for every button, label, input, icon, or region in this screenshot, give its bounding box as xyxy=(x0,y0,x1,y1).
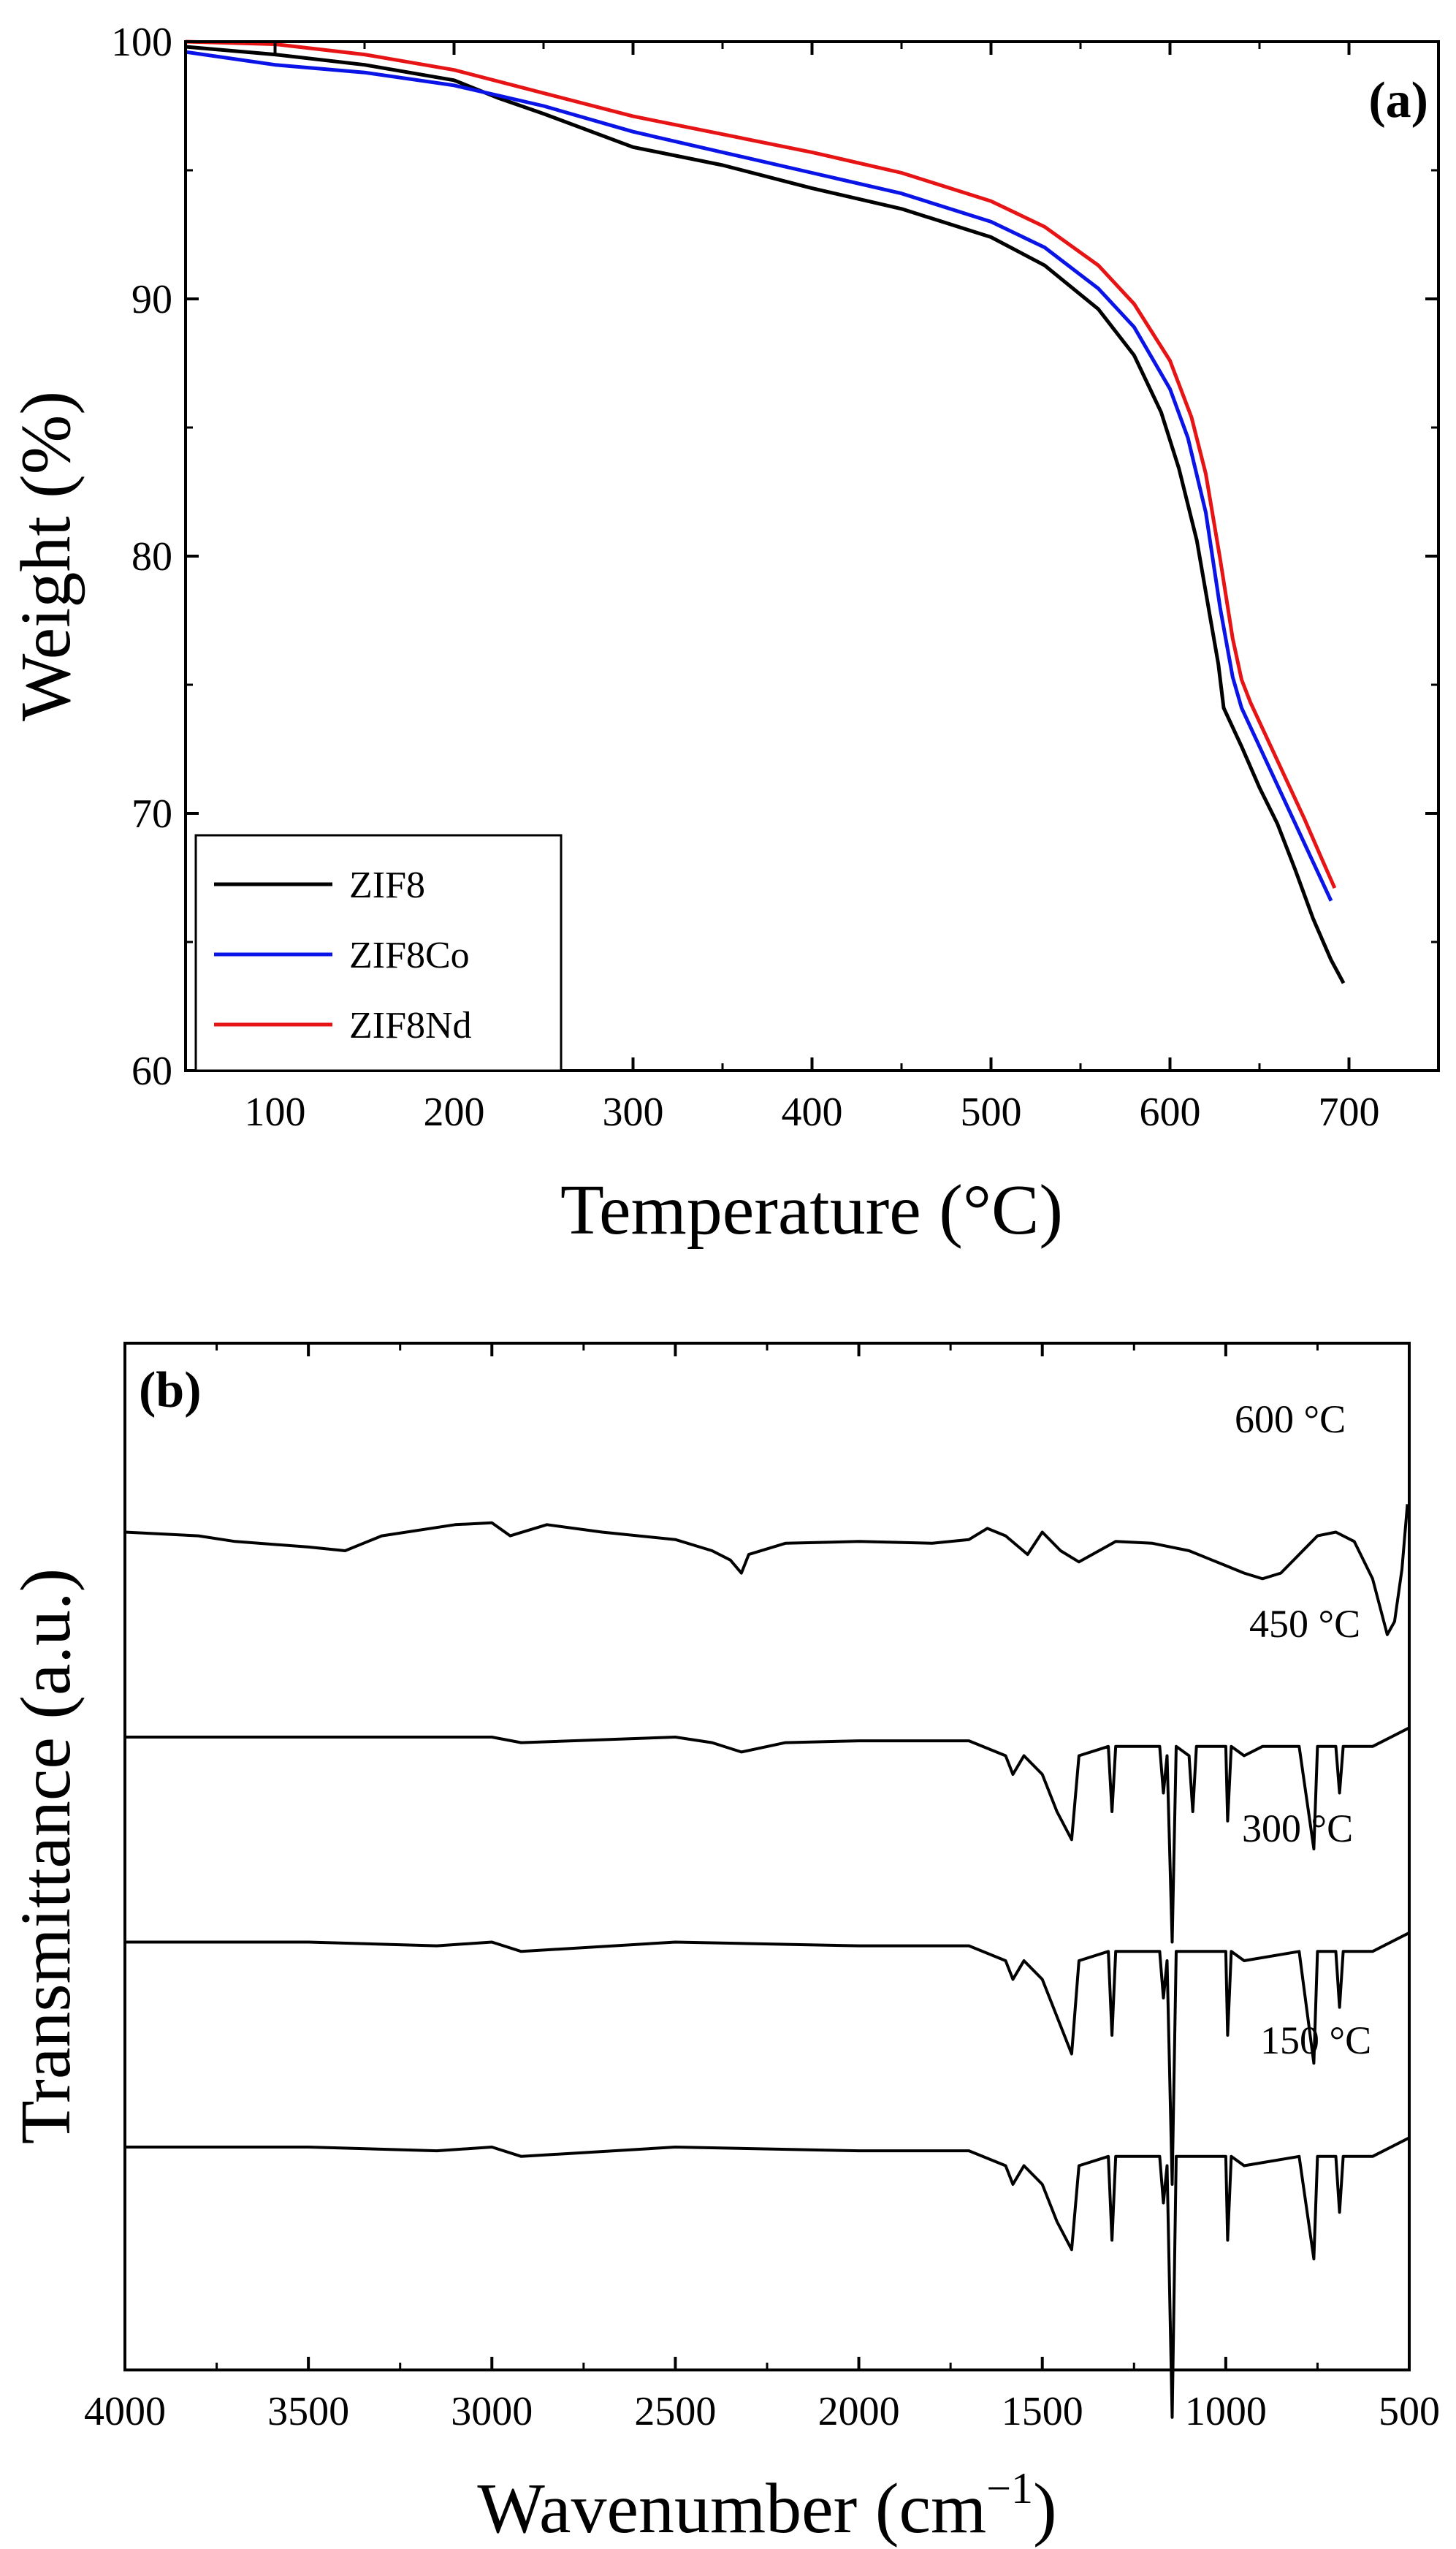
x-tick-label: 300 xyxy=(603,1090,664,1135)
curve-label-150: 150 °C xyxy=(1260,2018,1371,2062)
panel-b-series-group xyxy=(124,1504,1410,2419)
panel-a-legend: ZIF8 ZIF8Co ZIF8Nd xyxy=(194,834,563,1072)
x-tick-label: 3500 xyxy=(267,2389,349,2434)
legend-label-zif8: ZIF8 xyxy=(349,865,425,906)
series-line-zif8nd xyxy=(185,39,1337,889)
y-tick-label: 90 xyxy=(132,277,172,322)
panel-b-ftir: 4000 3500 3000 2500 2000 1500 1000 500 (b) 600 … xyxy=(7,1342,1440,2548)
panel-a-label: (a) xyxy=(1368,72,1428,129)
x-tick-label: 500 xyxy=(1379,2389,1440,2434)
panel-b-y-axis-title: Transmittance (a.u.) xyxy=(7,1568,85,2144)
legend-label-zif8nd: ZIF8Nd xyxy=(349,1005,472,1046)
curve-label-600: 600 °C xyxy=(1235,1397,1346,1441)
x-tick-label: 700 xyxy=(1319,1090,1380,1135)
x-tick-label: 2000 xyxy=(818,2389,900,2434)
y-tick-label: 100 xyxy=(111,20,172,65)
curve-label-300: 300 °C xyxy=(1242,1807,1353,1850)
x-tick-label: 500 xyxy=(961,1090,1022,1135)
panel-a-x-axis-title: Temperature (°C) xyxy=(560,1171,1063,1250)
panel-a-series-group xyxy=(185,39,1346,984)
x-tick-label: 3000 xyxy=(451,2389,533,2434)
x-tick-label: 200 xyxy=(424,1090,485,1135)
curve-label-450: 450 °C xyxy=(1249,1602,1360,1646)
legend-label-zif8co: ZIF8Co xyxy=(349,935,470,976)
panel-b-ticks: 4000 3500 3000 2500 2000 1500 1000 500 xyxy=(84,1343,1440,2434)
spectrum-300-c xyxy=(125,1931,1410,2186)
x-tick-label: 400 xyxy=(782,1090,843,1135)
x-tick-label: 100 xyxy=(245,1090,306,1135)
panel-b-plot-frame xyxy=(123,1342,1411,2371)
x-tick-label: 600 xyxy=(1140,1090,1201,1135)
x-tick-label: 1000 xyxy=(1185,2389,1267,2434)
x-axis-title-main: Wavenumber (cm xyxy=(477,2469,986,2548)
x-tick-label: 2500 xyxy=(634,2389,716,2434)
panel-a-tga: 100 200 300 400 500 600 700 60 70 80 90 100 (a) Tem… xyxy=(7,20,1440,1250)
y-tick-label: 60 xyxy=(132,1049,172,1094)
series-line-zif8co xyxy=(185,50,1333,902)
series-line-zif8 xyxy=(185,45,1346,984)
y-tick-label: 70 xyxy=(132,791,172,837)
x-tick-label: 4000 xyxy=(84,2389,166,2434)
panel-b-label: (b) xyxy=(139,1362,202,1418)
x-axis-title-sup: −1 xyxy=(986,2464,1033,2512)
x-axis-title-close: ) xyxy=(1033,2469,1057,2548)
spectrum-600-c xyxy=(124,1504,1409,1636)
y-tick-label: 80 xyxy=(132,534,172,580)
spectrum-150-c xyxy=(125,2136,1410,2419)
panel-a-y-axis-title: Weight (%) xyxy=(7,391,85,721)
panel-a-ticks: 100 200 300 400 500 600 700 60 70 80 90 100 xyxy=(111,20,1440,1135)
panel-b-x-axis-title: Wavenumber (cm−1) xyxy=(477,2464,1056,2548)
spectrum-450-c xyxy=(125,1726,1410,1944)
x-tick-label: 1500 xyxy=(1002,2389,1083,2434)
